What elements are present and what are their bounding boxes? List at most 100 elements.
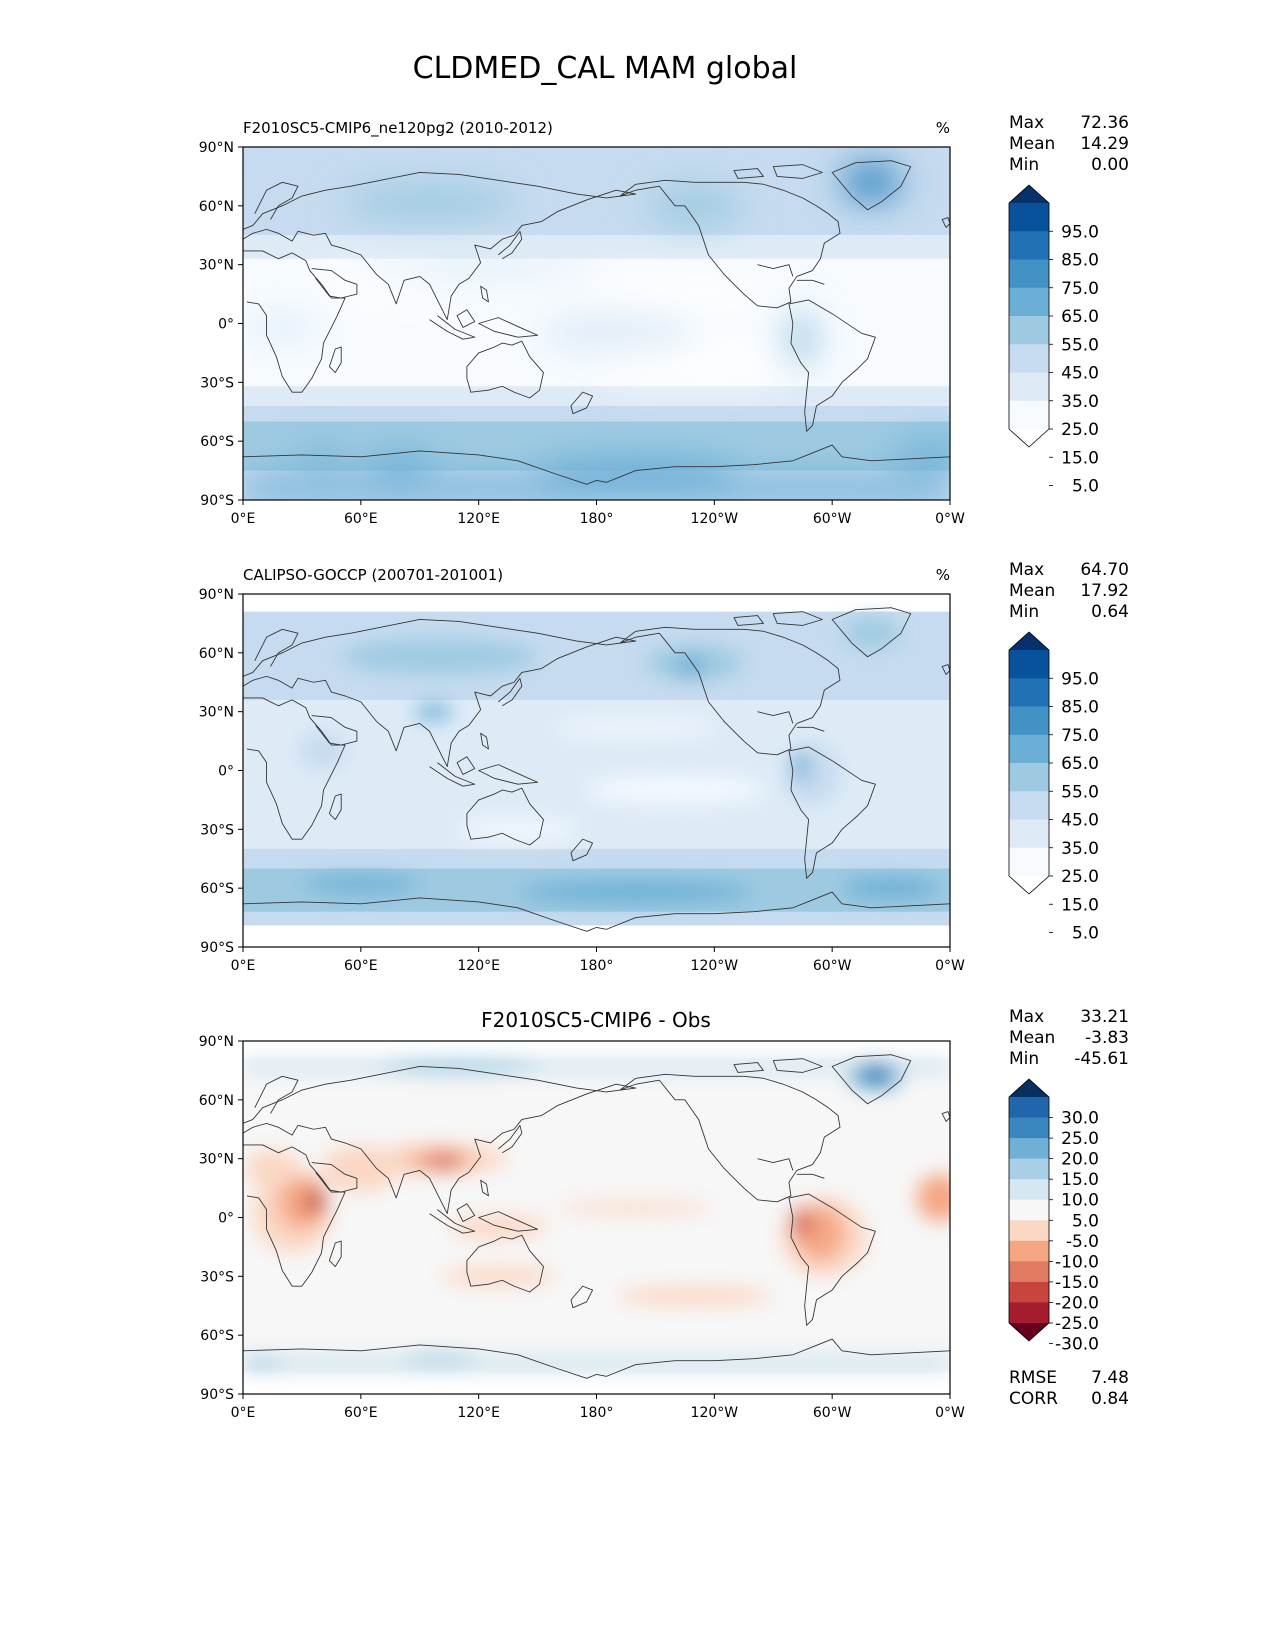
lat-tick-label: 30°N [199, 1152, 234, 1168]
lon-tick-label: 120°W [691, 511, 739, 527]
lat-tick-label: 30°S [200, 375, 234, 391]
lon-tick-label: 120°E [457, 511, 500, 527]
colorbar-bin [1009, 763, 1049, 792]
colorbar-bin [1009, 1158, 1049, 1180]
colorbar-bin [1009, 259, 1049, 289]
stat-label-min: Min [1009, 155, 1039, 175]
colorbar-label: -30.0 [1055, 1335, 1099, 1355]
lon-tick-label: 60°W [813, 1405, 852, 1421]
panel-model-map [243, 147, 950, 500]
sidebar-diff: Max 33.21 Mean -3.83 Min -45.61 30.025.020.015… [1008, 1007, 1129, 1409]
lat-tick-label: 30°S [200, 1269, 234, 1285]
lon-tick-label: 0°E [231, 958, 256, 974]
colorbar-bin [1009, 650, 1049, 679]
colorbar-label: 35.0 [1061, 839, 1099, 859]
colorbar-label: -5.0 [1066, 1232, 1099, 1252]
panel-diff: F2010SC5-CMIP6 - Obs [199, 1008, 965, 1421]
stat-value-max: 64.70 [1080, 560, 1129, 580]
lon-tick-label: 60°E [344, 511, 378, 527]
colorbar-extend-bottom [1009, 876, 1049, 894]
colorbar-label: 5.0 [1072, 1211, 1099, 1231]
lat-tick-label: 60°N [199, 1093, 234, 1109]
lat-tick-label: 30°N [199, 705, 234, 721]
panel-model-units: % [936, 119, 950, 137]
lat-tick-label: 90°S [200, 940, 234, 956]
colorbar-bin [1009, 847, 1049, 877]
colorbar-bin [1009, 1281, 1049, 1304]
colorbar-extend-bottom [1009, 429, 1049, 447]
colorbar-label: 25.0 [1061, 420, 1099, 440]
stat-value-corr: 0.84 [1091, 1389, 1129, 1409]
colorbar-label: 15.0 [1061, 448, 1099, 468]
colorbar-extend-top [1009, 1079, 1049, 1097]
colorbar-label: 25.0 [1061, 867, 1099, 887]
lon-tick-label: 0°W [935, 958, 965, 974]
colorbar-extend-top [1009, 632, 1049, 650]
lat-tick-label: 90°N [199, 140, 234, 156]
stat-label-max: Max [1009, 113, 1044, 133]
colorbar-extend-top [1009, 185, 1049, 203]
colorbar-label: -25.0 [1055, 1314, 1099, 1334]
panel-obs-map [243, 594, 950, 947]
stat-value-max: 72.36 [1080, 113, 1129, 133]
colorbar-label: 95.0 [1061, 222, 1099, 242]
lat-tick-label: 60°S [200, 881, 234, 897]
lon-tick-label: 60°E [344, 1405, 378, 1421]
colorbar-label: 65.0 [1061, 754, 1099, 774]
lat-tick-label: 60°S [200, 434, 234, 450]
colorbar-label: 55.0 [1061, 335, 1099, 355]
colorbar-label: 35.0 [1061, 392, 1099, 412]
lon-tick-label: 0°E [231, 1405, 256, 1421]
colorbar-label: 75.0 [1061, 726, 1099, 746]
colorbar-bin [1009, 1117, 1049, 1139]
colorbar-label: 30.0 [1061, 1109, 1099, 1129]
colorbar-label: -15.0 [1055, 1273, 1099, 1293]
colorbar-bin [1009, 1261, 1049, 1283]
lat-tick-label: 0° [218, 317, 234, 333]
stat-value-min: 0.00 [1091, 155, 1129, 175]
stat-label-corr: CORR [1009, 1389, 1058, 1409]
panel-model-left-title: F2010SC5-CMIP6_ne120pg2 (2010-2012) [243, 119, 553, 138]
stat-label-rmse: RMSE [1009, 1368, 1057, 1388]
stat-label-max: Max [1009, 1007, 1044, 1027]
colorbar-bin [1009, 819, 1049, 849]
panel-obs: CALIPSO-GOCCP (200701-201001) % [199, 566, 965, 974]
stat-label-max: Max [1009, 560, 1044, 580]
panel-model: F2010SC5-CMIP6_ne120pg2 (2010-2012) % [199, 119, 965, 527]
colorbar-label: 15.0 [1061, 1170, 1099, 1190]
colorbar-bin [1009, 1097, 1049, 1119]
stat-value-mean: -3.83 [1085, 1028, 1129, 1048]
lon-tick-label: 60°E [344, 958, 378, 974]
colorbar-diff: 30.025.020.015.010.05.0-5.0-10.0-15.0-20… [1008, 1078, 1099, 1355]
lon-tick-label: 0°E [231, 511, 256, 527]
colorbar-bin [1009, 791, 1049, 821]
colorbar-bin [1009, 372, 1049, 402]
colorbar-bin [1009, 706, 1049, 736]
colorbar-bin [1009, 400, 1049, 430]
lat-tick-label: 30°N [199, 258, 234, 274]
lon-tick-label: 120°E [457, 958, 500, 974]
colorbar-obs: 95.0 85.0 75.0 65.0 55.0 45.0 35.0 25.0 15.0 5.0 [1008, 631, 1099, 944]
figure-title: CLDMED_CAL MAM global [413, 51, 798, 86]
stat-value-rmse: 7.48 [1091, 1368, 1129, 1388]
stat-value-mean: 17.92 [1080, 581, 1129, 601]
stat-value-min: -45.61 [1074, 1049, 1129, 1069]
colorbar-bin [1009, 1240, 1049, 1262]
colorbar-label: 25.0 [1061, 1129, 1099, 1149]
colorbar-bin [1009, 316, 1049, 345]
sidebar-model: Max 72.36 Mean 14.29 Min 0.00 95.0 85.0 75.0 65.0… [1008, 113, 1129, 497]
panel-obs-units: % [936, 566, 950, 584]
colorbar-label: 65.0 [1061, 307, 1099, 327]
lon-tick-label: 180° [580, 1405, 614, 1421]
stat-sidebars: Max 72.36 Mean 14.29 Min 0.00 95.0 85.0 75.0 65.0… [1008, 113, 1129, 1409]
colorbar-bin [1009, 1302, 1049, 1324]
lon-tick-label: 120°W [691, 958, 739, 974]
lon-tick-label: 0°W [935, 1405, 965, 1421]
lat-tick-label: 90°S [200, 493, 234, 509]
lon-tick-label: 60°W [813, 958, 852, 974]
colorbar-label: 10.0 [1061, 1191, 1099, 1211]
colorbar-bin [1009, 1179, 1049, 1201]
colorbar-label: 5.0 [1072, 477, 1099, 497]
lon-tick-label: 180° [580, 958, 614, 974]
